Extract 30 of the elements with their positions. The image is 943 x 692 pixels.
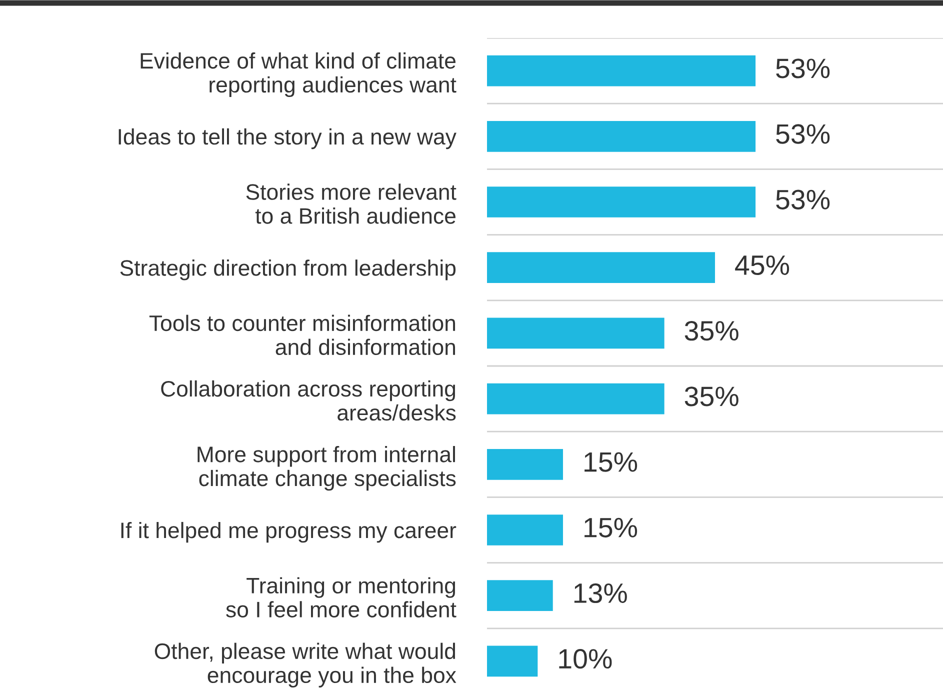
data-label: 15% xyxy=(584,518,638,538)
data-label: 53% xyxy=(776,58,830,78)
bar xyxy=(487,580,553,612)
bar xyxy=(487,514,563,546)
y-tick-label: Collaboration across reporting areas/desks xyxy=(161,380,456,421)
y-tick-label: Tools to counter misinformation and disinformation xyxy=(149,314,456,356)
bar xyxy=(487,646,538,677)
y-tick-label: Evidence of what kind of climate reporting audiences want xyxy=(140,52,456,98)
bar xyxy=(487,55,756,86)
data-label: 53% xyxy=(776,190,830,210)
data-label: 53% xyxy=(776,124,830,144)
data-label: 10% xyxy=(559,648,612,669)
y-tick-label: Stories more relevant to a British audience xyxy=(246,184,456,224)
bar xyxy=(487,186,756,218)
bar xyxy=(487,318,664,349)
bar xyxy=(487,252,715,284)
y-tick-label: Training or mentoring so I feel more confident xyxy=(226,577,456,618)
bar xyxy=(487,448,563,480)
data-label: 45% xyxy=(735,256,790,276)
y-tick-label: Ideas to tell the story in a new way xyxy=(118,128,456,150)
data-label: 13% xyxy=(574,583,627,604)
y-tick-label: More support from internal climate change specialists xyxy=(198,446,456,491)
y-tick-label: Strategic direction from leadership xyxy=(120,260,456,280)
data-label: 35% xyxy=(684,386,738,406)
bar xyxy=(487,383,664,414)
data-label: 15% xyxy=(584,452,638,472)
y-tick-label: If it helped me progress my career xyxy=(121,522,456,543)
data-label: 35% xyxy=(684,320,738,341)
bar xyxy=(487,120,756,152)
y-tick-label: Other, please write what would encourage you in the box xyxy=(154,642,456,688)
